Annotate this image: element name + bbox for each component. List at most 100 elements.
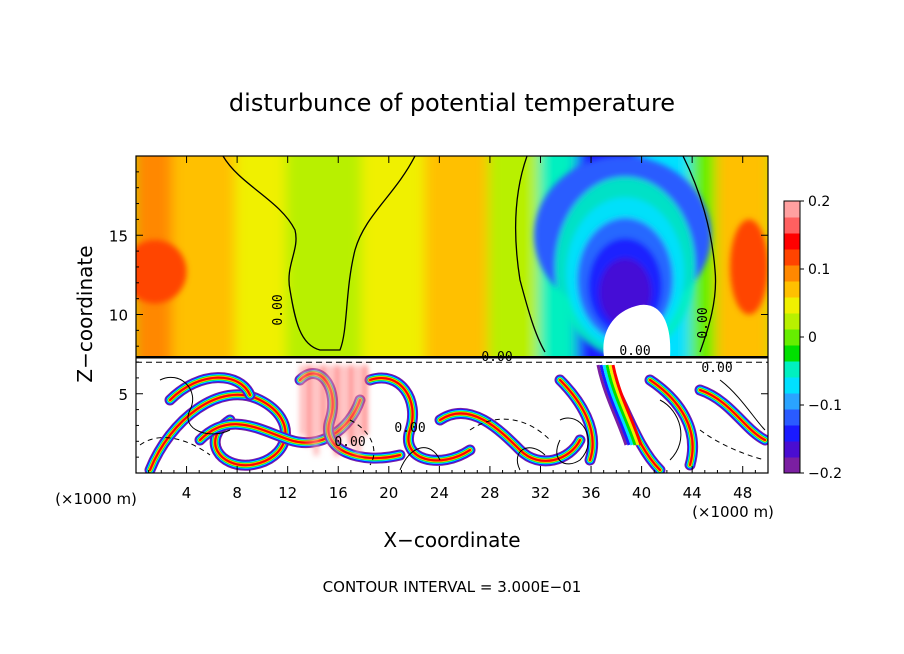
x-tick-label: 48 [733,484,752,502]
colorbar-tick-label: −0.2 [808,466,842,482]
colorbar-swatch [784,457,800,474]
colorbar-swatch [784,345,800,362]
colorbar-swatch [784,377,800,394]
colorbar: 0.2 0.1 0 −0.1 −0.2 [783,194,842,482]
x-tick-label: 12 [278,484,297,502]
upper-band-3 [285,156,366,357]
swirl-6-band-6 [559,379,594,461]
saturated-white-zone [603,304,671,357]
contour-label: 0.00 [619,344,650,359]
column-bands [596,364,643,446]
low-contour-5 [719,379,766,431]
column-band-1 [599,364,631,446]
colorbar-swatch [784,217,800,234]
swirl-4-band-6 [369,377,471,462]
plume-stripe-3 [321,365,326,436]
y-tick-label: 5 [118,386,128,404]
upper-band-6 [487,156,543,357]
swirl-9-band-6 [699,389,766,441]
x-tick-label: 36 [581,484,600,502]
colorbar-tick-label: 0.2 [808,194,830,210]
column-band-0 [596,364,628,446]
low-contour-2 [516,447,546,471]
plume-stripe-0 [300,365,305,436]
plume-stripe-5 [335,365,340,456]
x-tick-label: 32 [531,484,550,502]
x-tick-label: 20 [379,484,398,502]
dashed-contour-3 [349,419,375,466]
colorbar-swatch [784,265,800,282]
low-contour-3 [556,417,589,465]
column-band-4 [608,364,640,446]
lower-turbulent-field [136,356,768,473]
dashed-contour-2 [699,429,766,461]
x-axis-ticks: 4 8 12 16 20 24 28 32 36 40 44 48 [148,156,756,502]
contour-lines: 0.00 0.00 0.00 0.00 0.00 0.00 0.00 [139,156,766,471]
low-contour-4 [659,399,682,461]
colorbar-tick-label: 0 [808,330,817,346]
colorbar-swatch [784,425,800,442]
x-tick-label: 40 [632,484,651,502]
contour-label: 0.00 [701,361,732,376]
y-tick-label: 10 [109,307,128,325]
warm-blob-right [730,219,768,315]
contour-label: 0.00 [481,350,512,365]
plume-stripe-2 [314,365,319,456]
contour-label: 0.00 [334,435,365,450]
swirl-8-band-6 [649,379,694,466]
colorbar-swatch [784,441,800,458]
plume-stripe-8 [355,365,360,456]
upper-band-1 [171,156,240,357]
colorbar-tick-label: 0.1 [808,262,830,278]
upper-band-5 [424,156,492,357]
colorbar-swatch [784,409,800,426]
upper-colored-field [136,156,768,357]
colorbar-swatch [784,233,800,250]
upper-band-2 [235,156,290,357]
y-axis-ticks: 5 10 15 [109,171,768,458]
upper-features [136,156,768,357]
swirl-0-band-6 [149,393,287,471]
swirl-5-band-6 [439,412,581,462]
y-axis-label: Z−coordinate [73,245,97,382]
contour-interval-note: CONTOUR INTERVAL = 3.000E−01 [323,578,582,596]
z-unit-label: (×1000 m) [55,490,137,508]
plume-stripe-6 [342,365,347,436]
colorbar-swatch [784,201,800,218]
upper-band-4 [361,156,429,357]
dashed-contour-0 [139,437,211,456]
warm-plume [300,365,367,456]
x-tick-label: 24 [430,484,449,502]
y-tick-label: 15 [109,227,128,245]
chart-title: disturbunce of potential temperature [229,89,675,117]
column-band-5 [611,364,643,446]
x-axis-label: X−coordinate [383,528,520,552]
plume-stripe-7 [348,365,353,446]
low-contour-0 [159,376,231,435]
contour-label: 0.00 [394,421,425,436]
plume-stripe-4 [328,365,333,446]
x-tick-label: 16 [329,484,348,502]
colorbar-swatch [784,393,800,410]
colorbar-swatch [784,329,800,346]
contour-0 [222,156,416,351]
colorbar-swatch [784,361,800,378]
x-tick-label: 44 [683,484,702,502]
x-tick-label: 28 [480,484,499,502]
colorbar-swatch [784,297,800,314]
x-tick-label: 4 [182,484,192,502]
colorbar-swatch [784,313,800,330]
x-unit-label: (×1000 m) [692,503,774,521]
plot-area: 0.00 0.00 0.00 0.00 0.00 0.00 0.00 [136,156,768,473]
x-tick-label: 8 [232,484,242,502]
contour-1 [514,156,546,353]
warm-blob-left [136,240,187,304]
contour-label: 0.00 [696,307,711,338]
upper-bands [136,156,768,357]
colorbar-tick-label: −0.1 [808,398,842,414]
contour-label: 0.00 [271,294,286,325]
low-contour-1 [399,447,441,471]
plume-stripe-1 [307,365,312,446]
colorbar-swatch [784,249,800,266]
